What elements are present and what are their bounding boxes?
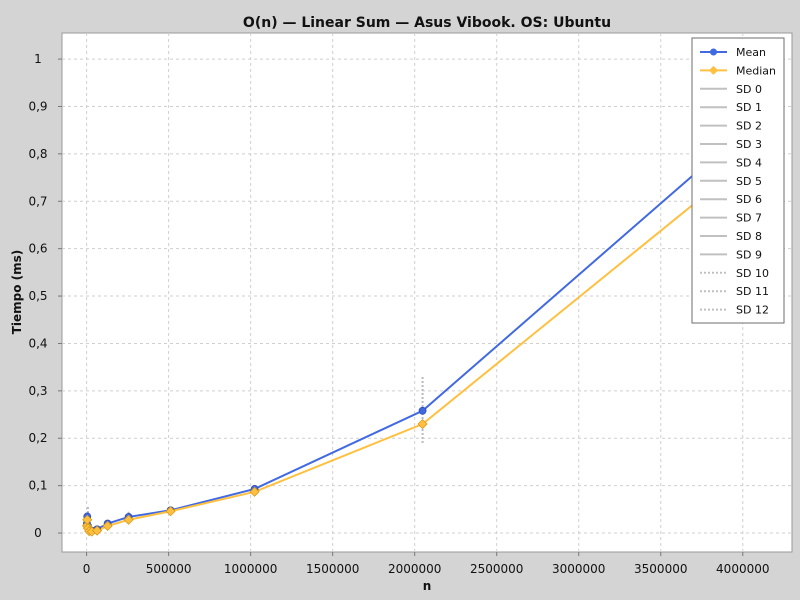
x-tick-label: 1500000 xyxy=(306,562,359,576)
legend-marker-circle xyxy=(710,48,717,56)
legend-label: SD 2 xyxy=(736,120,762,133)
plot-area xyxy=(61,32,793,553)
mean-point xyxy=(418,406,427,415)
legend-label: SD 1 xyxy=(736,101,762,114)
y-tick-label: 0,9 xyxy=(28,99,47,113)
y-tick-label: 0,6 xyxy=(28,242,47,256)
legend-label: SD 7 xyxy=(736,212,762,225)
median-point xyxy=(102,520,113,531)
legend-label: SD 3 xyxy=(736,138,762,151)
y-axis-ticks: 0 0,1 0,2 0,3 0,4 0,5 0,6 0,7 0,8 0,9 1 xyxy=(28,52,62,540)
x-tick-label: 4000000 xyxy=(716,562,769,576)
y-tick-label: 0,2 xyxy=(28,431,47,445)
legend-label: SD 0 xyxy=(736,83,762,96)
y-tick-label: 0 xyxy=(34,526,42,540)
x-tick-label: 1000000 xyxy=(224,562,277,576)
legend-label: Median xyxy=(736,64,776,77)
y-tick-label: 0,7 xyxy=(28,194,47,208)
y-tick-label: 0,8 xyxy=(28,147,47,161)
legend-label: Mean xyxy=(736,46,766,59)
median-point xyxy=(92,525,103,536)
y-tick-label: 0,3 xyxy=(28,384,47,398)
x-tick-label: 500000 xyxy=(146,562,192,576)
chart-title: O(n) — Linear Sum — Asus Vibook. OS: Ubu… xyxy=(243,15,611,31)
y-tick-label: 0,4 xyxy=(28,336,47,350)
legend-label: SD 6 xyxy=(736,193,762,206)
median-point xyxy=(417,418,428,430)
x-axis-label: n xyxy=(423,579,432,593)
x-tick-label: 3000000 xyxy=(552,562,605,576)
x-tick-label: 2000000 xyxy=(388,562,441,576)
median-point xyxy=(123,514,134,525)
legend-label: SD 5 xyxy=(736,175,762,188)
y-tick-label: 1 xyxy=(34,52,42,66)
legend: Mean Median SD 0 SD 1 SD 2 SD 3 SD 4 SD 5 SD 6 SD… xyxy=(691,37,785,324)
x-tick-label: 2500000 xyxy=(470,562,523,576)
y-axis-label: Tiempo (ms) xyxy=(10,250,24,335)
x-tick-label: 0 xyxy=(83,562,91,576)
legend-label: SD 11 xyxy=(736,285,769,298)
legend-label: SD 12 xyxy=(736,304,769,317)
median-point xyxy=(165,506,176,517)
median-point xyxy=(249,486,260,497)
x-tick-label: 3500000 xyxy=(634,562,687,576)
legend-label: SD 10 xyxy=(736,267,769,280)
legend-label: SD 9 xyxy=(736,248,762,261)
data-series xyxy=(81,114,764,537)
legend-label: SD 4 xyxy=(736,156,762,169)
y-tick-label: 0,1 xyxy=(28,479,47,493)
legend-marker-diamond xyxy=(709,65,718,75)
legend-label: SD 8 xyxy=(736,230,762,243)
y-tick-label: 0,5 xyxy=(28,289,47,303)
x-axis-ticks: 0 500000 1000000 1500000 2000000 2500000 30000… xyxy=(83,552,770,576)
